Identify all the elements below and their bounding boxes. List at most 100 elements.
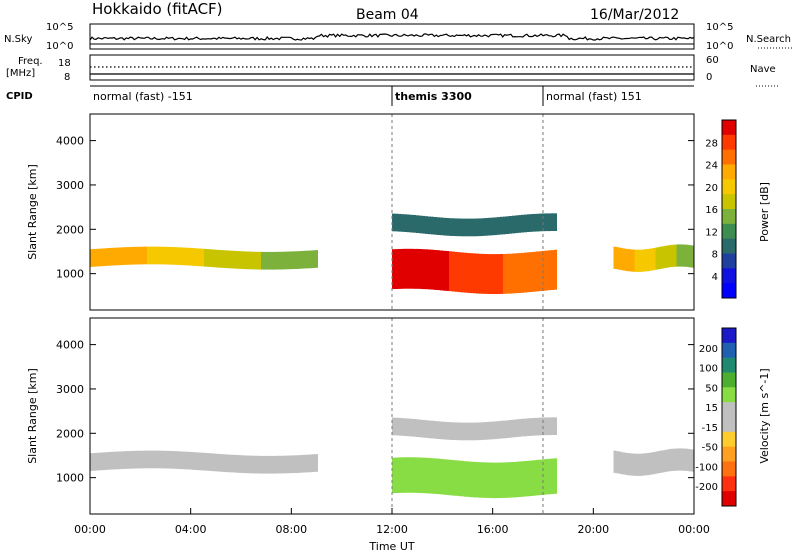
colorbar-swatch <box>722 461 736 477</box>
data-cell <box>637 249 641 272</box>
data-cell <box>147 246 150 265</box>
data-cell <box>237 455 240 473</box>
ytick-label: 4000 <box>56 135 84 148</box>
data-cell <box>174 451 177 469</box>
data-cell <box>422 419 425 438</box>
data-cell <box>156 246 159 265</box>
data-cell <box>530 252 533 292</box>
nave-tick-low: 0 <box>706 72 712 83</box>
data-cell <box>93 453 96 471</box>
data-cell <box>303 454 306 473</box>
data-cell <box>512 462 515 498</box>
ytick-label: 2000 <box>56 427 84 440</box>
data-cell <box>685 448 689 471</box>
data-cell <box>455 460 458 496</box>
data-cell <box>446 459 449 495</box>
cpid-segment-label: normal (fast) -151 <box>93 90 193 103</box>
data-cell <box>658 246 662 269</box>
data-cell <box>661 450 665 473</box>
data-cell <box>419 457 422 493</box>
data-cell <box>691 245 695 268</box>
xtick-label: 16:00 <box>477 523 509 536</box>
data-cell <box>682 244 686 267</box>
data-cell <box>153 246 156 265</box>
data-cell <box>434 250 437 290</box>
data-cell <box>509 420 512 438</box>
data-cell <box>616 247 620 270</box>
data-cell <box>646 453 650 476</box>
cpid-strip: CPID normal (fast) -151 themis 3300 normal… <box>6 85 694 106</box>
data-cell <box>509 216 512 234</box>
data-cell <box>464 461 467 497</box>
data-cell <box>506 420 509 438</box>
data-cell <box>315 250 318 268</box>
data-cell <box>210 453 213 471</box>
data-cell <box>667 245 671 268</box>
data-cell <box>270 455 273 474</box>
data-cell <box>643 249 647 272</box>
data-cell <box>312 250 315 268</box>
nsky-trace <box>89 33 695 45</box>
data-cell <box>664 449 668 472</box>
nave-tick-high: 60 <box>706 55 719 66</box>
data-cell <box>515 419 518 438</box>
data-cell <box>168 450 171 469</box>
colorbar-swatch <box>722 194 736 210</box>
data-cell <box>449 218 452 236</box>
data-cell <box>518 253 521 293</box>
data-cell <box>524 461 527 497</box>
data-cell <box>485 254 488 294</box>
xtick-label: 12:00 <box>376 523 408 536</box>
data-cell <box>467 218 470 237</box>
data-cell <box>123 451 126 469</box>
data-cell <box>658 450 662 473</box>
data-cell <box>631 453 635 476</box>
data-cell <box>416 419 419 437</box>
colorbar-swatch <box>722 417 736 433</box>
data-cell <box>243 251 246 270</box>
data-cell <box>470 422 473 441</box>
data-cell <box>431 249 434 290</box>
data-cell <box>279 455 282 474</box>
data-cell <box>123 247 126 265</box>
data-cell <box>467 461 470 497</box>
data-cell <box>413 215 416 233</box>
colorbar-tick: 200 <box>699 344 718 355</box>
ytick-label: 3000 <box>56 383 84 396</box>
data-cell <box>168 246 171 265</box>
data-cell <box>198 248 201 267</box>
data-cell <box>114 451 117 470</box>
data-cell <box>407 214 410 233</box>
data-cell <box>144 450 147 469</box>
data-cell <box>464 252 467 293</box>
data-cell <box>676 244 680 267</box>
data-cell <box>673 448 677 471</box>
data-cell <box>479 422 482 441</box>
data-cell <box>132 246 135 265</box>
data-cell <box>506 253 509 294</box>
data-cell <box>431 216 434 235</box>
station-title: Hokkaido (fitACF) <box>92 0 223 18</box>
data-cell <box>398 457 401 493</box>
data-cell <box>551 213 554 231</box>
data-cell <box>246 251 249 270</box>
data-cell <box>503 254 506 294</box>
data-cell <box>625 248 629 272</box>
data-cell <box>476 462 479 498</box>
data-cell <box>440 458 443 495</box>
data-cell <box>488 217 491 236</box>
data-cell <box>237 251 240 269</box>
data-cell <box>392 213 395 232</box>
data-cell <box>619 451 623 474</box>
velocity-panel: 4000 3000 2000 1000 Slant Range [km] <box>26 317 695 515</box>
data-cell <box>488 254 491 294</box>
data-cell <box>395 213 398 232</box>
data-cell <box>479 218 482 237</box>
data-cell <box>518 461 521 497</box>
colorbar-swatch <box>722 476 736 492</box>
data-cell <box>682 448 686 471</box>
data-cell <box>231 250 234 269</box>
data-cell <box>494 462 497 499</box>
data-cell <box>548 250 551 291</box>
nsky-tick-high-right: 10^5 <box>706 22 733 33</box>
